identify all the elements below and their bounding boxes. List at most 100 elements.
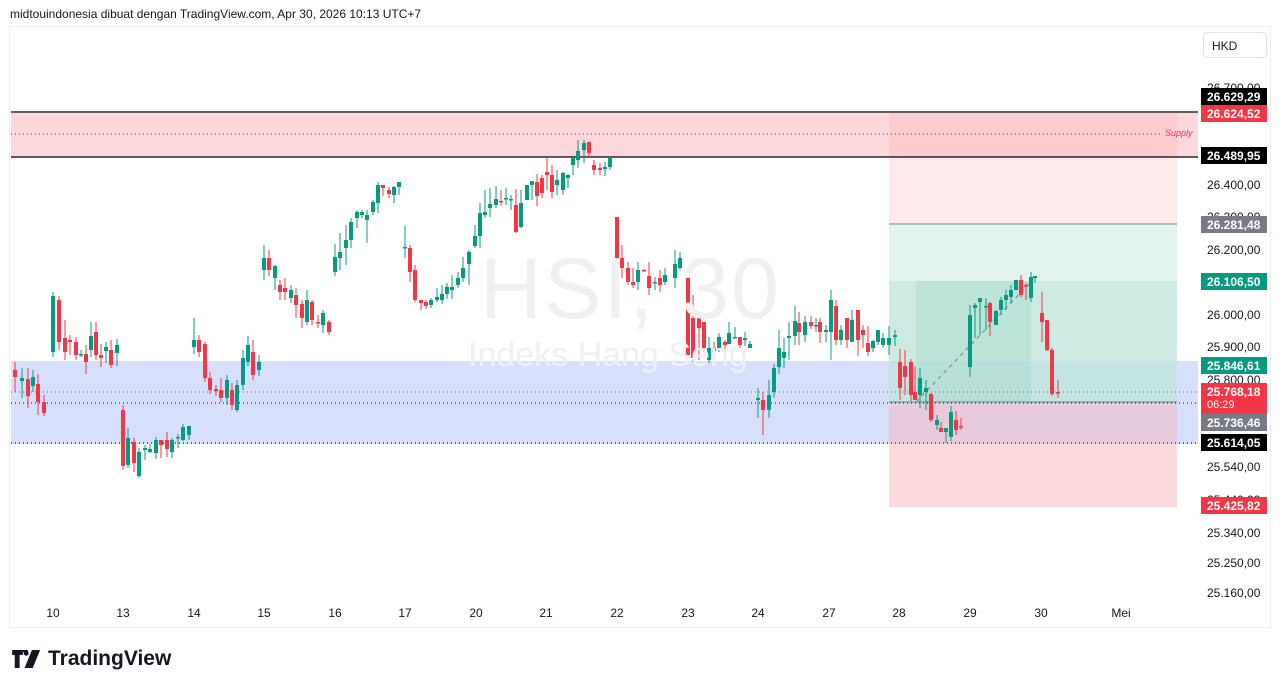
candle: [499, 201, 503, 203]
candle: [839, 330, 843, 340]
price-tag-value: 25.614,05: [1207, 436, 1261, 450]
price-tick-label: 25.540,00: [1207, 460, 1261, 474]
candle: [929, 394, 933, 420]
candle: [104, 347, 108, 351]
candle: [305, 300, 309, 322]
candle: [898, 362, 902, 388]
candle: [1033, 276, 1037, 278]
candle: [321, 313, 325, 325]
candle: [278, 285, 282, 292]
candle: [782, 352, 786, 358]
candle: [57, 300, 61, 342]
candle: [51, 296, 55, 352]
price-tag: 25.614,05: [1201, 434, 1267, 451]
candle: [488, 204, 492, 208]
tradingview-logo[interactable]: TradingView: [12, 647, 171, 671]
watermark-name: Indeks Hang Seng: [468, 336, 748, 374]
candle: [702, 322, 706, 348]
candle: [461, 268, 465, 278]
candle: [918, 378, 922, 395]
candle: [197, 340, 201, 352]
candle: [939, 428, 943, 432]
candle: [756, 398, 760, 400]
price-tag-value: 26.629,29: [1207, 90, 1261, 104]
candle: [31, 377, 35, 386]
candle: [866, 343, 870, 352]
candle: [478, 213, 482, 236]
chart-frame: [9, 26, 1271, 628]
price-tick-label: 25.160,00: [1207, 586, 1261, 600]
price-tick-label: 26.200,00: [1207, 243, 1261, 257]
candle: [636, 270, 640, 282]
candle: [187, 426, 191, 435]
candle: [170, 440, 174, 452]
candle: [1056, 392, 1060, 394]
candle: [598, 168, 602, 170]
price-tick-label: 26.400,00: [1207, 178, 1261, 192]
price-tag: 25.425,82: [1201, 497, 1267, 514]
candle: [1014, 280, 1018, 290]
candle: [673, 264, 677, 278]
candle: [473, 236, 477, 246]
time-tick-label: 20: [469, 606, 483, 620]
candle: [333, 257, 337, 272]
candle: [603, 167, 607, 169]
candle: [316, 322, 320, 324]
candle: [338, 252, 342, 258]
supply-overlap: [889, 113, 1177, 157]
candle: [219, 390, 223, 398]
candle: [743, 338, 747, 340]
candle: [349, 222, 353, 240]
time-tick-label: 30: [1034, 606, 1048, 620]
candle: [748, 344, 752, 348]
candle: [387, 190, 391, 194]
candle: [582, 143, 586, 150]
candle: [658, 278, 662, 285]
candle: [419, 300, 423, 303]
candle: [829, 300, 833, 332]
candle: [576, 151, 580, 160]
candle: [214, 389, 218, 391]
time-tick-label: 28: [892, 606, 906, 620]
candle: [20, 378, 24, 381]
candles: [13, 140, 1060, 478]
candle: [540, 178, 544, 193]
candle: [592, 165, 596, 170]
candle: [115, 345, 119, 353]
candle: [909, 362, 913, 395]
candle: [723, 342, 727, 345]
candle: [761, 400, 765, 410]
candle: [571, 158, 575, 165]
risk-zone-upper: [889, 113, 1177, 224]
time-tick-label: 13: [116, 606, 130, 620]
time-tick-label: 17: [398, 606, 412, 620]
candle: [424, 302, 428, 306]
candle: [984, 306, 988, 308]
price-tick-label: 26.000,00: [1207, 308, 1261, 322]
candle: [691, 318, 695, 358]
candle: [109, 350, 113, 365]
time-tick-label: 21: [539, 606, 553, 620]
price-tag-value: 25.846,61: [1207, 359, 1261, 373]
candle: [143, 448, 147, 450]
candle: [1019, 280, 1023, 295]
candle: [876, 330, 880, 342]
candle: [653, 282, 657, 284]
candle: [697, 318, 701, 328]
candle: [360, 212, 364, 215]
candle: [686, 278, 690, 355]
candle: [267, 258, 271, 270]
candle: [861, 330, 865, 335]
price-tag-value: 25.425,82: [1207, 499, 1261, 513]
candle: [626, 268, 630, 282]
price-tick-label: 25.900,00: [1207, 340, 1261, 354]
candle: [615, 217, 619, 258]
candle: [968, 315, 972, 367]
candle: [1004, 295, 1008, 300]
candle: [530, 181, 534, 185]
candle: [300, 304, 304, 318]
candle: [429, 300, 433, 305]
candle: [289, 290, 293, 298]
currency-button[interactable]: HKD: [1203, 32, 1267, 58]
